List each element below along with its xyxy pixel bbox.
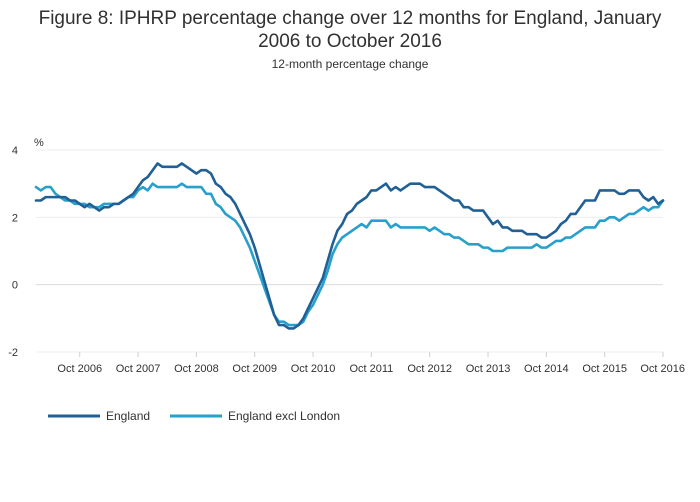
x-tick-label: Oct 2016 bbox=[640, 363, 685, 375]
x-tick-label: Oct 2011 bbox=[349, 363, 393, 375]
chart-title: Figure 8: IPHRP percentage change over 1… bbox=[38, 8, 662, 52]
x-tick-label: Oct 2015 bbox=[582, 363, 627, 375]
gridlines bbox=[36, 149, 663, 353]
x-tick-label: Oct 2014 bbox=[524, 363, 569, 375]
series-line-england-excl-london bbox=[34, 182, 665, 327]
x-tick-label: Oct 2007 bbox=[116, 363, 161, 375]
series-line-england bbox=[34, 162, 665, 330]
chart-subtitle: 12-month percentage change bbox=[271, 57, 429, 71]
x-tick-label: Oct 2013 bbox=[466, 363, 511, 375]
x-tick-label: Oct 2006 bbox=[57, 363, 102, 375]
x-tick-label: Oct 2008 bbox=[174, 363, 219, 375]
y-tick-label: 4 bbox=[12, 145, 18, 157]
legend-item-label: England excl London bbox=[228, 409, 340, 423]
legend-item-label: England bbox=[106, 409, 150, 423]
legend: England England excl London bbox=[48, 409, 340, 423]
y-tick-label: 0 bbox=[12, 280, 18, 292]
y-tick-label: -2 bbox=[8, 347, 18, 359]
x-tick-label: Oct 2009 bbox=[232, 363, 277, 375]
axes: 4 2 0 -2% Oct 2006 Oct 2007 Oct 2008 Oct 2009 Oc… bbox=[8, 137, 685, 375]
x-tick-label: Oct 2012 bbox=[407, 363, 452, 375]
x-tick-label: Oct 2010 bbox=[291, 363, 336, 375]
y-axis-label: % bbox=[34, 137, 44, 149]
series-lines bbox=[34, 162, 665, 330]
y-tick-label: 2 bbox=[12, 212, 18, 224]
